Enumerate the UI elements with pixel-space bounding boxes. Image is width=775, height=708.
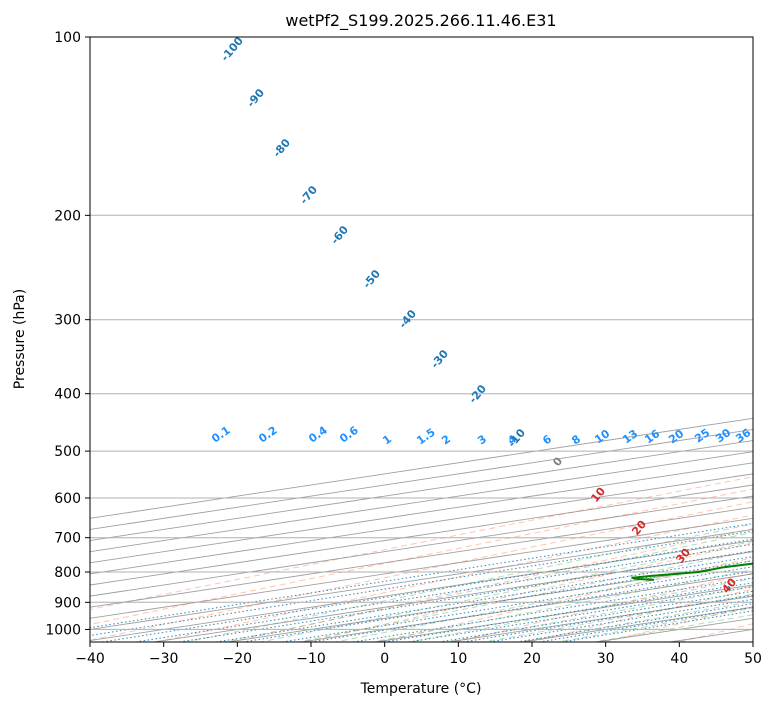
moist-adiabat — [443, 586, 753, 642]
plot-frame — [89, 36, 754, 643]
x-tick-label: −30 — [149, 651, 179, 667]
y-tick-label: 900 — [54, 595, 81, 611]
x-tick-label: −20 — [223, 651, 253, 667]
x-tick-label: −40 — [75, 651, 105, 667]
mixing-ratio-line — [384, 582, 753, 642]
x-tick-label: 20 — [523, 651, 541, 667]
y-tick-label: 200 — [54, 208, 81, 224]
isotherm — [90, 528, 753, 630]
x-tick-label: 30 — [597, 651, 615, 667]
mixing-ratio-line — [90, 530, 753, 637]
moist-adiabat — [369, 569, 753, 642]
isotherm — [90, 451, 753, 553]
y-tick-label: 500 — [54, 444, 81, 460]
mixing-ratio-line — [310, 570, 753, 642]
isotherm — [90, 517, 753, 619]
mixing-ratio-line — [353, 577, 753, 642]
axis-layer: −40 −30 −20 −10 0 10 20 30 40 50 100 200 300 400 500 60… — [45, 30, 762, 667]
y-axis-label: Pressure (hPa) — [12, 289, 28, 389]
mixing-ratio-line — [90, 523, 753, 629]
x-tick-label: 0 — [380, 651, 389, 667]
y-tick-label: 400 — [54, 387, 81, 403]
y-tick-label: 600 — [54, 491, 81, 507]
y-tick-label: 700 — [54, 531, 81, 547]
y-tick-label: 800 — [54, 565, 81, 581]
moist-adiabat — [295, 550, 753, 642]
chart-title: wetPf2_S199.2025.266.11.46.E31 — [285, 11, 556, 31]
x-tick-label: −10 — [296, 651, 326, 667]
x-tick-label: 50 — [744, 651, 762, 667]
plot-background — [90, 37, 753, 642]
isotherm — [90, 473, 753, 575]
isotherm — [90, 506, 753, 608]
y-tick-label: 300 — [54, 313, 81, 329]
isotherm — [90, 484, 753, 586]
dry-adiabat — [90, 476, 753, 610]
y-tick-label: 100 — [54, 30, 81, 46]
isotherm — [90, 495, 753, 597]
y-tick-label: 1000 — [45, 622, 81, 638]
x-axis-label: Temperature (°C) — [360, 681, 482, 697]
x-tick-label: 40 — [670, 651, 688, 667]
isotherm — [90, 462, 753, 564]
isotherm — [90, 540, 753, 642]
moist-adiabat — [184, 523, 753, 642]
grid-layer — [90, 37, 753, 642]
x-tick-label: 10 — [449, 651, 467, 667]
